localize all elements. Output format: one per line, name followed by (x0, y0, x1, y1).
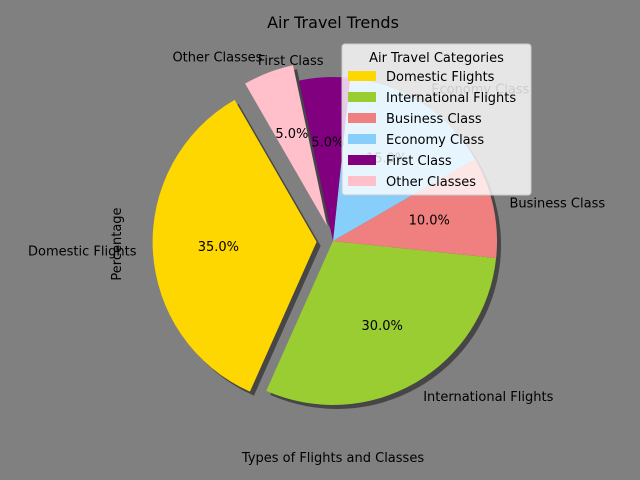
slice-percent-label-other-classes: 5.0% (275, 127, 308, 142)
legend-label-business-class: Business Class (386, 112, 482, 127)
legend-label-economy-class: Economy Class (386, 133, 484, 148)
legend-label-first-class: First Class (386, 154, 452, 169)
pie-slice-other-classes (245, 65, 328, 226)
pie-slice-domestic-flights (152, 99, 317, 392)
legend: Air Travel Categories Domestic Flights Int… (341, 43, 532, 196)
slice-category-label-business-class: Business Class (509, 196, 605, 211)
slice-category-label-first-class: First Class (258, 54, 324, 69)
y-axis-label: Percentage (110, 207, 125, 280)
legend-swatch-economy-class (348, 134, 376, 144)
slice-percent-label-first-class: 5.0% (311, 136, 344, 151)
pie-slice-international-flights (266, 241, 497, 405)
chart-title: Air Travel Trends (267, 13, 399, 32)
pie-slice-first-class (298, 77, 351, 242)
x-axis-label: Types of Flights and Classes (241, 451, 424, 466)
legend-swatch-other-classes (348, 176, 376, 186)
legend-box (341, 43, 532, 196)
legend-label-other-classes: Other Classes (386, 175, 476, 190)
legend-swatch-domestic-flights (348, 71, 376, 81)
slice-category-label-domestic-flights: Domestic Flights (28, 244, 137, 259)
slice-category-label-other-classes: Other Classes (172, 50, 262, 65)
slice-percent-label-international-flights: 30.0% (362, 319, 403, 334)
legend-label-domestic-flights: Domestic Flights (386, 70, 495, 85)
legend-swatch-international-flights (348, 92, 376, 102)
slice-category-label-international-flights: International Flights (423, 390, 553, 405)
legend-label-international-flights: International Flights (386, 91, 516, 106)
slice-percent-label-business-class: 10.0% (409, 214, 450, 229)
legend-swatch-first-class (348, 155, 376, 165)
slice-percent-label-domestic-flights: 35.0% (198, 240, 239, 255)
slice-labels: Domestic Flights 35.0% International Fligh… (28, 50, 605, 405)
legend-title: Air Travel Categories (369, 51, 504, 66)
legend-swatch-business-class (348, 113, 376, 123)
